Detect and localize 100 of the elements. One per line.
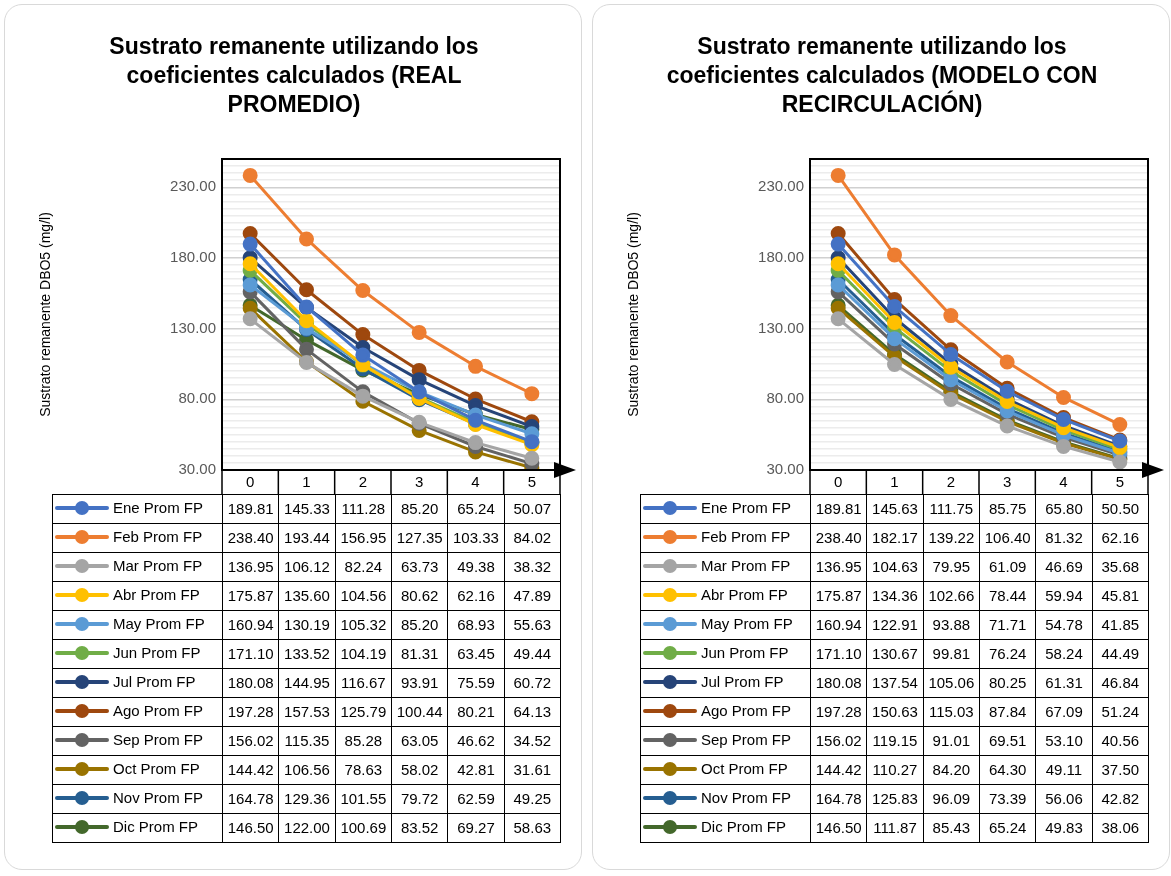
y-axis-title: Sustrato remanente DBO5 (mg/l)	[625, 212, 642, 417]
x-tick-label: 1	[302, 473, 311, 491]
data-label: 104.56	[335, 581, 392, 611]
legend-label: Oct Prom FP	[701, 760, 788, 777]
data-label: 197.28	[222, 697, 279, 727]
x-tick-label: 0	[245, 473, 255, 491]
legend-label: Mar Prom FP	[113, 557, 203, 574]
data-label: 99.81	[923, 639, 980, 669]
data-label: 164.78	[810, 784, 867, 814]
x-tick-label: 2	[358, 473, 368, 491]
data-label: 106.56	[278, 755, 336, 785]
data-label: 54.78	[1035, 610, 1093, 640]
data-label: 50.50	[1092, 494, 1149, 524]
data-label: 69.51	[979, 726, 1036, 756]
data-label: 145.33	[278, 494, 336, 524]
data-label: 84.20	[923, 755, 980, 785]
data-label: 93.91	[391, 668, 448, 698]
legend-label: Nov Prom FP	[113, 789, 204, 806]
legend-label: Jul Prom FP	[701, 673, 784, 690]
data-label: 67.09	[1035, 697, 1093, 727]
data-label: 180.08	[222, 668, 279, 698]
data-label: 116.67	[335, 668, 392, 698]
data-label: 110.27	[866, 755, 924, 785]
y-tick-label: 230.00	[758, 177, 804, 195]
data-label: 65.24	[979, 813, 1036, 843]
y-tick-label: 80.00	[766, 389, 804, 407]
data-label: 145.63	[866, 494, 924, 524]
data-label: 75.59	[447, 668, 505, 698]
data-label: 101.55	[335, 784, 392, 814]
data-label: 50.07	[504, 494, 561, 524]
data-label: 59.94	[1035, 581, 1093, 611]
data-label: 175.87	[222, 581, 279, 611]
data-label: 38.32	[504, 552, 561, 582]
data-label: 197.28	[810, 697, 867, 727]
legend-label: May Prom FP	[701, 615, 793, 632]
data-label: 150.63	[866, 697, 924, 727]
data-label: 238.40	[222, 523, 279, 553]
data-label: 42.81	[447, 755, 505, 785]
data-label: 111.87	[866, 813, 924, 843]
data-label: 69.27	[447, 813, 505, 843]
data-label: 96.09	[923, 784, 980, 814]
data-label: 164.78	[222, 784, 279, 814]
data-label: 38.06	[1092, 813, 1149, 843]
x-tick-label: 1	[890, 473, 899, 491]
data-label: 73.39	[979, 784, 1036, 814]
data-label: 71.71	[979, 610, 1036, 640]
data-label: 133.52	[278, 639, 336, 669]
data-label: 100.69	[335, 813, 392, 843]
data-label: 122.00	[278, 813, 336, 843]
data-label: 193.44	[278, 523, 336, 553]
data-label: 171.10	[810, 639, 867, 669]
legend-label: Feb Prom FP	[701, 528, 791, 545]
data-label: 146.50	[222, 813, 279, 843]
y-tick-label: 130.00	[170, 318, 216, 336]
data-label: 100.44	[391, 697, 448, 727]
data-label: 119.15	[866, 726, 924, 756]
data-label: 111.75	[923, 494, 980, 524]
data-label: 49.44	[504, 639, 561, 669]
legend-label: Ago Prom FP	[701, 702, 792, 719]
data-label: 105.06	[923, 668, 980, 698]
x-tick-label: 5	[1115, 473, 1125, 491]
data-label: 65.80	[1035, 494, 1093, 524]
data-label: 85.20	[391, 610, 448, 640]
data-label: 156.02	[222, 726, 279, 756]
data-label: 68.93	[447, 610, 505, 640]
data-label: 31.61	[504, 755, 561, 785]
data-label: 46.84	[1092, 668, 1149, 698]
legend-label: Ene Prom FP	[701, 499, 792, 516]
data-label: 41.85	[1092, 610, 1149, 640]
data-label: 35.68	[1092, 552, 1149, 582]
data-label: 62.16	[447, 581, 505, 611]
data-label: 78.44	[979, 581, 1036, 611]
legend-label: Abr Prom FP	[113, 586, 200, 603]
data-label: 144.95	[278, 668, 336, 698]
legend-label: Feb Prom FP	[113, 528, 203, 545]
data-label: 122.91	[866, 610, 924, 640]
data-label: 91.01	[923, 726, 980, 756]
x-tick-label: 3	[1002, 473, 1012, 491]
chart-title: Sustrato remanente utilizando los coeficientes calculados (REAL PROMEDIO)	[108, 32, 480, 119]
data-label: 106.12	[278, 552, 336, 582]
data-label: 64.30	[979, 755, 1036, 785]
chart-title: Sustrato remanente utilizando los coeficientes calculados (MODELO CON RECIRCULACIÓN)	[665, 32, 1099, 119]
data-label: 63.45	[447, 639, 505, 669]
data-label: 238.40	[810, 523, 867, 553]
data-label: 46.69	[1035, 552, 1093, 582]
data-label: 60.72	[504, 668, 561, 698]
data-label: 82.24	[335, 552, 392, 582]
data-label: 115.35	[278, 726, 336, 756]
data-label: 87.84	[979, 697, 1036, 727]
data-label: 104.19	[335, 639, 392, 669]
data-label: 135.60	[278, 581, 336, 611]
y-tick-label: 30.00	[766, 460, 804, 478]
data-label: 160.94	[810, 610, 867, 640]
legend-label: May Prom FP	[113, 615, 205, 632]
data-label: 80.25	[979, 668, 1036, 698]
data-label: 115.03	[923, 697, 980, 727]
data-label: 63.73	[391, 552, 448, 582]
y-tick-label: 130.00	[758, 318, 804, 336]
data-label: 44.49	[1092, 639, 1149, 669]
y-axis-title: Sustrato remanente DBO5 (mg/l)	[37, 212, 54, 417]
